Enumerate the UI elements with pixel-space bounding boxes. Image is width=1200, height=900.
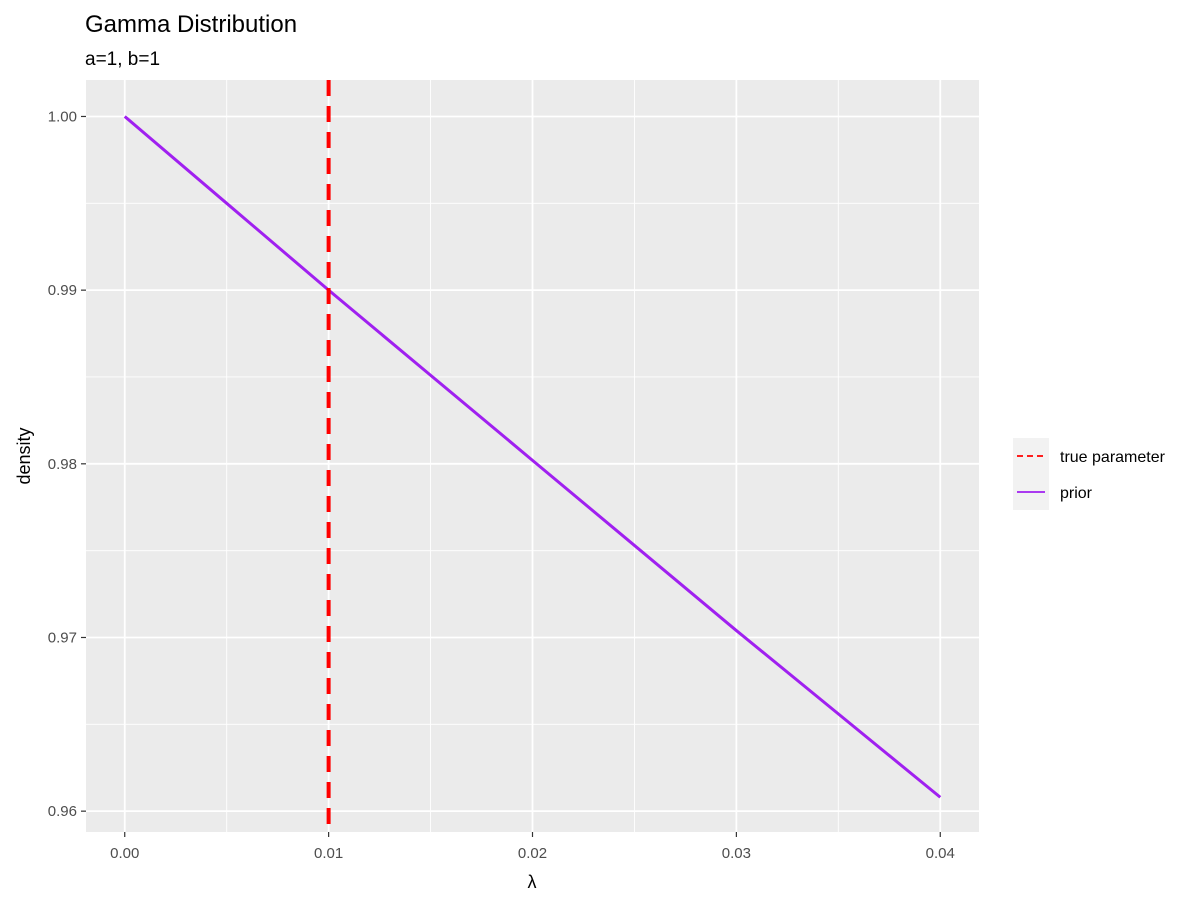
y-axis: 0.96 0.97 0.98 0.99 1.00	[48, 108, 86, 820]
series-layer	[123, 115, 942, 799]
chart-title: Gamma Distribution	[85, 11, 297, 38]
x-tick-label: 0.01	[314, 845, 343, 862]
y-axis-title: density	[14, 427, 34, 484]
y-tick-label: 0.96	[48, 803, 77, 820]
legend-label-prior: prior	[1060, 485, 1093, 502]
y-tick-label: 0.99	[48, 282, 77, 299]
y-tick-label: 1.00	[48, 108, 77, 125]
x-tick-label: 0.02	[518, 845, 547, 862]
x-axis-title: λ	[528, 872, 537, 892]
series-line-prior	[123, 115, 942, 799]
y-tick-label: 0.97	[48, 629, 77, 646]
legend-label-true-parameter: true parameter	[1060, 449, 1166, 466]
x-tick-label: 0.04	[926, 845, 955, 862]
legend-key-background	[1013, 438, 1049, 510]
x-tick-label: 0.03	[722, 845, 751, 862]
legend: true parameter prior	[1013, 438, 1166, 510]
x-tick-label: 0.00	[110, 845, 139, 862]
y-tick-label: 0.98	[48, 456, 77, 473]
chart-subtitle: a=1, b=1	[85, 49, 160, 70]
x-axis: 0.00 0.01 0.02 0.03 0.04	[110, 832, 955, 862]
